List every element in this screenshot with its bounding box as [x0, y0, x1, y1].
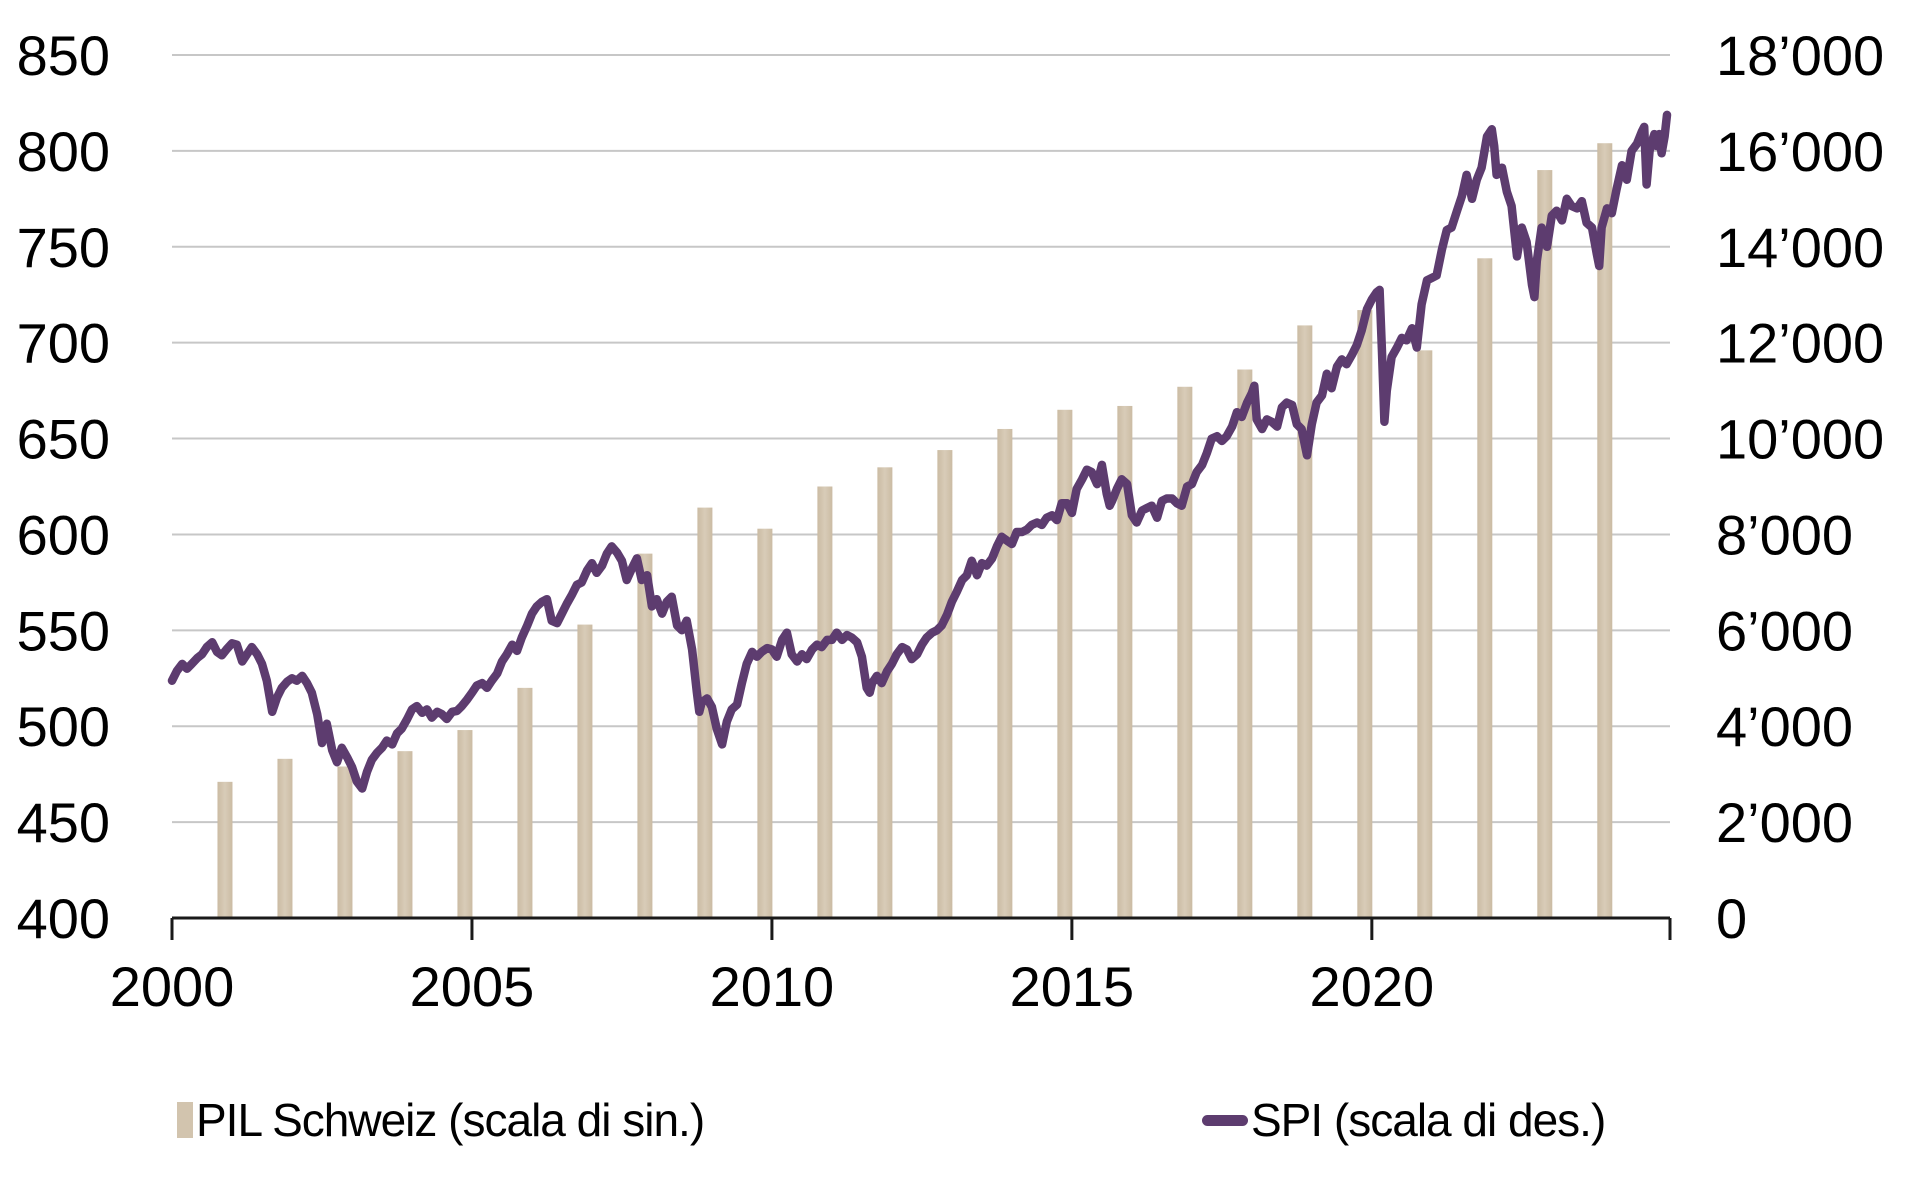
legend-label-pil-schweiz: PIL Schweiz (scala di sin.) [196, 1094, 705, 1146]
x-axis-label: 2000 [110, 955, 235, 1018]
bar-2022 [1537, 170, 1553, 919]
y-axis-label-right: 8’000 [1716, 503, 1853, 566]
y-axis-label-left: 800 [17, 120, 110, 183]
y-axis-label-right: 4’000 [1716, 695, 1853, 758]
bar-2007 [637, 553, 653, 918]
bar-2012 [937, 450, 953, 918]
legend-item-pil-schweiz: PIL Schweiz (scala di sin.) [177, 1093, 705, 1147]
x-axis-label: 2020 [1310, 955, 1435, 1018]
bar-2019 [1357, 310, 1373, 918]
bar-2005 [517, 687, 533, 918]
bar-2009 [757, 528, 773, 918]
bar-2000 [217, 781, 233, 918]
gdp-spi-combo-chart: 2000 2005 2010 2015 2020 850 800 750 700 650 600 55… [17, 24, 1885, 1018]
bar-series-swatch-icon [177, 1102, 193, 1138]
x-axis-label: 2005 [410, 955, 535, 1018]
bar-2020 [1417, 350, 1433, 918]
y-axis-label-left: 750 [17, 216, 110, 279]
bar-2017 [1237, 369, 1253, 918]
y-axis-label-left: 650 [17, 408, 110, 471]
legend-item-spi: SPI (scala di des.) [1202, 1093, 1606, 1147]
y-axis-label-right: 18’000 [1716, 24, 1884, 87]
bar-2001 [277, 758, 293, 918]
x-axis-label: 2010 [710, 955, 835, 1018]
legend-label-spi: SPI (scala di des.) [1251, 1094, 1606, 1146]
bar-2004 [457, 730, 473, 918]
y-axis-label-left: 400 [17, 887, 110, 950]
bar-2003 [397, 751, 413, 918]
bar-2013 [997, 428, 1013, 918]
y-axis-label-right: 16’000 [1716, 120, 1884, 183]
bar-2011 [877, 467, 893, 918]
bar-2016 [1177, 386, 1193, 919]
y-axis-label-right: 6’000 [1716, 599, 1853, 662]
y-axis-label-right: 14’000 [1716, 216, 1884, 279]
bar-2023 [1597, 143, 1613, 918]
y-axis-label-right: 2’000 [1716, 791, 1853, 854]
bar-2015 [1117, 405, 1133, 918]
x-axis-label: 2015 [1010, 955, 1135, 1018]
y-axis-label-right: 0 [1716, 887, 1747, 950]
y-axis-label-left: 550 [17, 599, 110, 662]
bar-2010 [817, 486, 833, 918]
bar-2002 [337, 766, 353, 918]
y-axis-label-right: 12’000 [1716, 312, 1884, 375]
bar-2021 [1477, 258, 1493, 919]
spi-line [167, 110, 1672, 793]
y-axis-label-left: 850 [17, 24, 110, 87]
bar-2014 [1057, 409, 1073, 918]
y-axis-label-left: 600 [17, 503, 110, 566]
y-axis-label-left: 700 [17, 312, 110, 375]
bar-2006 [577, 624, 593, 918]
bar-2018 [1297, 325, 1313, 918]
line-series-swatch-icon [1202, 1114, 1248, 1126]
y-axis-label-right: 10’000 [1716, 408, 1884, 471]
bar-2008 [697, 507, 713, 918]
y-axis-label-left: 450 [17, 791, 110, 854]
y-axis-label-left: 500 [17, 695, 110, 758]
